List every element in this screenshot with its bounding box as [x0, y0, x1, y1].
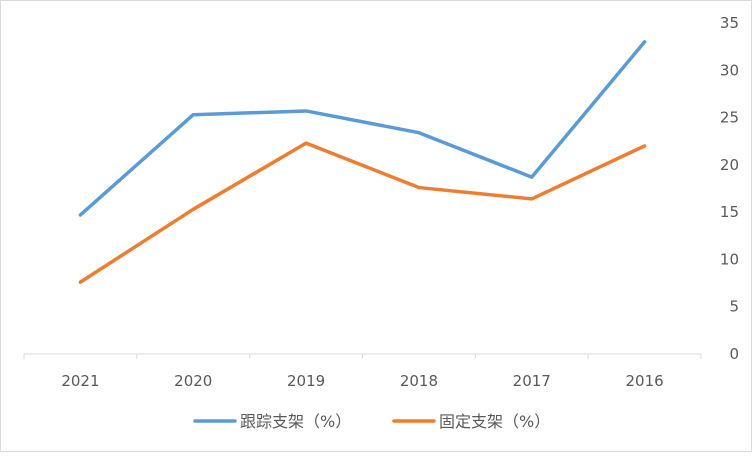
data-point — [530, 175, 534, 179]
data-point — [191, 207, 195, 211]
series-layer — [78, 40, 647, 284]
y-tick-label: 0 — [729, 345, 739, 363]
data-point — [643, 144, 647, 148]
x-tick-label: 2017 — [513, 372, 551, 390]
y-tick-label: 20 — [720, 156, 739, 174]
x-tick-label: 2021 — [61, 372, 99, 390]
y-tick-label: 15 — [720, 203, 739, 221]
x-tick-label: 2018 — [400, 372, 438, 390]
data-point — [417, 131, 421, 135]
y-tick-label: 35 — [720, 14, 739, 32]
data-point — [643, 40, 647, 44]
data-point — [304, 141, 308, 145]
data-point — [191, 113, 195, 117]
axis-layer: 2021 2020 2019 2018 2017 2016 0 5 10 15 20 25 30 35 — [23, 14, 739, 390]
series-line-0 — [78, 40, 647, 217]
data-point — [530, 197, 534, 201]
y-tick-label: 25 — [720, 109, 739, 127]
y-tick-label: 10 — [720, 250, 739, 268]
legend-label-1: 固定支架（%） — [439, 412, 550, 431]
data-point — [78, 280, 82, 284]
x-tick-label: 2020 — [174, 372, 212, 390]
legend-label-0: 跟踪支架（%） — [240, 412, 351, 431]
y-tick-label: 30 — [720, 61, 739, 79]
data-point — [78, 213, 82, 217]
legend: 跟踪支架（%） 固定支架（%） — [193, 412, 550, 431]
x-tick-label: 2016 — [625, 372, 663, 390]
y-tick-label: 5 — [729, 298, 739, 316]
data-point — [417, 186, 421, 190]
data-point — [304, 109, 308, 113]
x-tick-label: 2019 — [287, 372, 325, 390]
series-line-1 — [78, 141, 647, 284]
